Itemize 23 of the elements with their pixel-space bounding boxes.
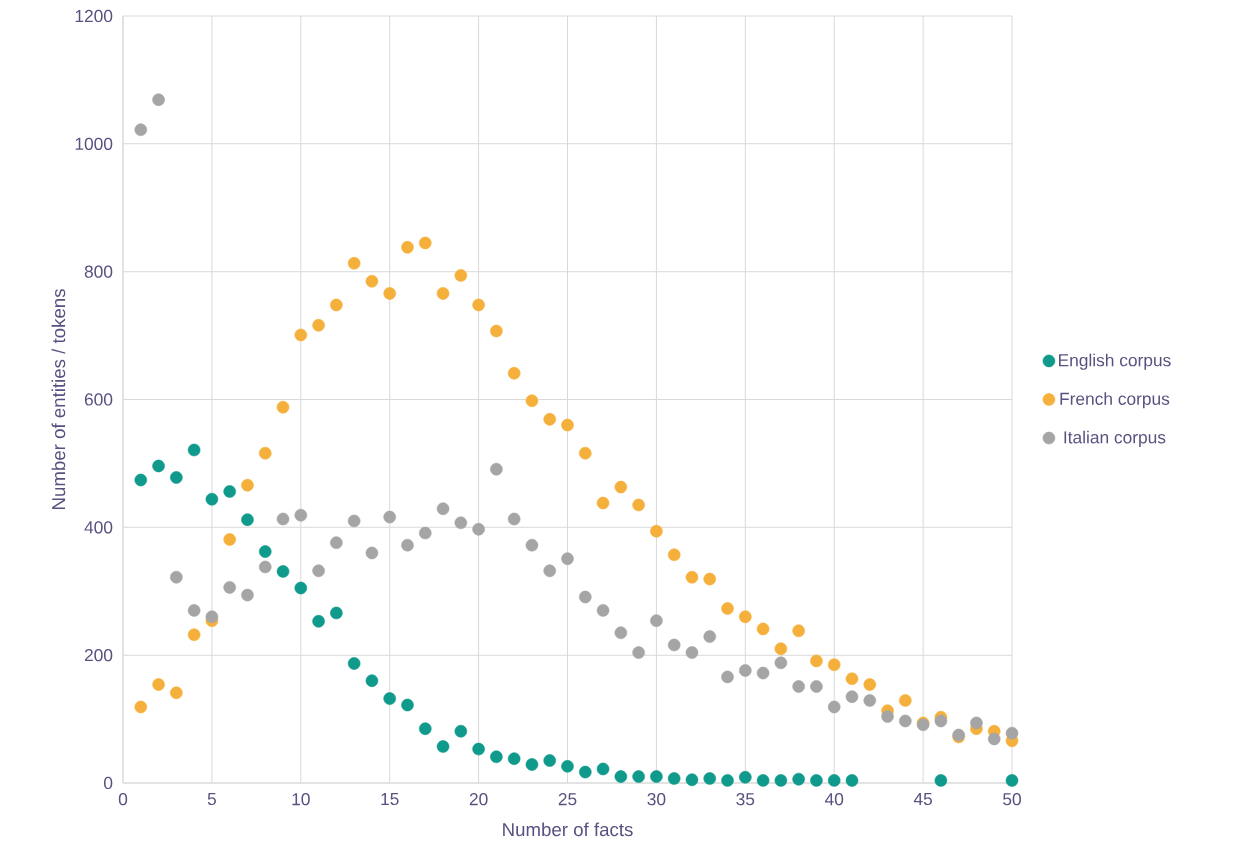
y-tick-label: 0: [103, 776, 113, 790]
x-tick-label: 5: [207, 793, 216, 806]
x-tick-label: 25: [558, 793, 577, 806]
x-tick-label: 45: [913, 793, 933, 806]
y-tick-label: 200: [84, 649, 113, 662]
y-tick-label: 400: [84, 521, 113, 534]
y-tick-label: 800: [84, 265, 113, 278]
x-tick-label: 35: [736, 793, 755, 806]
x-tick-label: 10: [292, 793, 310, 806]
x-tick-label: 50: [1003, 793, 1021, 806]
x-tick-label: 15: [381, 793, 399, 806]
legend-label: French corpus: [1060, 392, 1170, 409]
x-tick-label: 30: [647, 793, 666, 806]
legend-label: Italian corpus: [1064, 430, 1166, 447]
y-tick-label: 600: [84, 393, 113, 406]
y-axis-title: Number of entities / tokens: [51, 289, 66, 509]
x-tick-label: 20: [469, 793, 488, 806]
y-tick-label: 1200: [75, 9, 113, 23]
x-axis-title: Number of facts: [503, 822, 633, 837]
x-tick-label: 40: [824, 793, 844, 806]
legend-label: English corpus: [1059, 353, 1171, 370]
x-tick-label: 0: [118, 793, 128, 806]
y-tick-label: 1000: [75, 137, 113, 150]
